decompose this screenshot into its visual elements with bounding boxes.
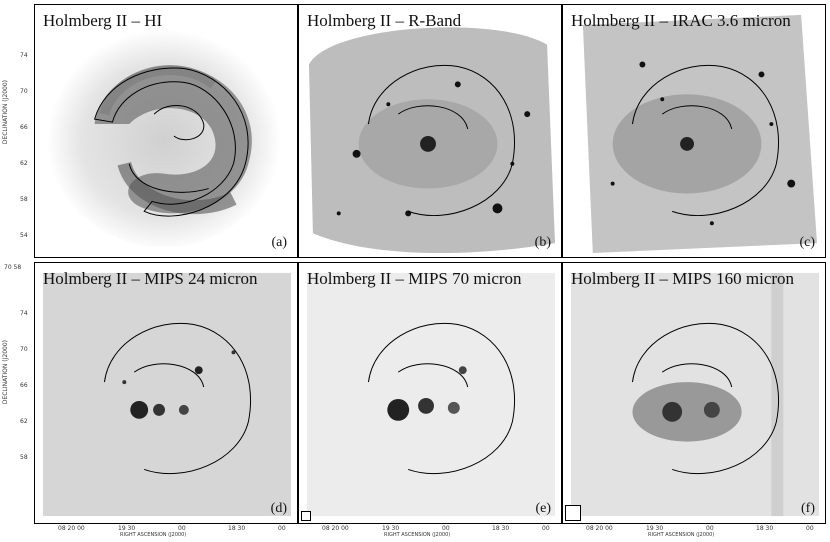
y-tick: 70 bbox=[20, 346, 28, 353]
x-tick: 00 bbox=[278, 525, 286, 532]
panel-hi: Holmberg II – HI (a) bbox=[34, 4, 298, 258]
panel-mips160: Holmberg II – MIPS 160 micron (f) bbox=[562, 262, 826, 524]
mips24-map bbox=[35, 263, 297, 523]
beam-marker bbox=[565, 505, 581, 521]
panel-label: (a) bbox=[271, 235, 287, 250]
panel-label: (d) bbox=[270, 501, 287, 516]
y-tick: 70 bbox=[20, 88, 28, 95]
x-tick: 00 bbox=[542, 525, 550, 532]
x-tick: 19 30 bbox=[118, 525, 136, 532]
y-tick: 66 bbox=[20, 124, 28, 131]
panel-title: Holmberg II – MIPS 70 micron bbox=[307, 269, 522, 288]
y-tick: 62 bbox=[20, 160, 28, 167]
y-tick: 58 bbox=[20, 196, 28, 203]
x-tick: 08 20 00 bbox=[322, 525, 349, 532]
panel-label: (b) bbox=[534, 235, 551, 250]
x-axis-label: RIGHT ASCENSION (J2000) bbox=[384, 532, 451, 538]
x-tick: 18 30 bbox=[492, 525, 510, 532]
panel-label: (f) bbox=[801, 501, 815, 516]
y-tick: 58 bbox=[20, 454, 28, 461]
x-tick: 00 bbox=[178, 525, 186, 532]
y-axis-label-bottom: DECLINATION (J2000) bbox=[2, 340, 9, 405]
x-tick: 00 bbox=[706, 525, 714, 532]
mips70-map bbox=[299, 263, 561, 523]
y-tick: 66 bbox=[20, 382, 28, 389]
y-tick: 54 bbox=[20, 232, 28, 239]
x-tick: 19 30 bbox=[382, 525, 400, 532]
panel-title: Holmberg II – MIPS 24 micron bbox=[43, 269, 258, 288]
y-tick: 62 bbox=[20, 418, 28, 425]
x-tick: 00 bbox=[806, 525, 814, 532]
y-tick: 74 bbox=[20, 52, 28, 59]
x-tick: 00 bbox=[442, 525, 450, 532]
x-tick: 08 20 00 bbox=[586, 525, 613, 532]
hi-map bbox=[35, 5, 297, 257]
y-axis-label-top: DECLINATION (J2000) bbox=[2, 80, 9, 145]
beam-marker bbox=[301, 511, 311, 521]
x-tick: 18 30 bbox=[228, 525, 246, 532]
panel-mips24: Holmberg II – MIPS 24 micron (d) bbox=[34, 262, 298, 524]
panel-title: Holmberg II – IRAC 3.6 micron bbox=[571, 11, 791, 30]
rband-map bbox=[299, 5, 561, 257]
mips160-map bbox=[563, 263, 825, 523]
y-tick: 70 58 bbox=[4, 264, 22, 271]
x-tick: 19 30 bbox=[646, 525, 664, 532]
panel-title: Holmberg II – R-Band bbox=[307, 11, 462, 30]
x-axis-label: RIGHT ASCENSION (J2000) bbox=[648, 532, 715, 538]
panel-title: Holmberg II – MIPS 160 micron bbox=[571, 269, 795, 288]
irac-map bbox=[563, 5, 825, 257]
panel-irac: Holmberg II – IRAC 3.6 micron (c) bbox=[562, 4, 826, 258]
x-tick: 08 20 00 bbox=[58, 525, 85, 532]
panel-label: (e) bbox=[535, 501, 551, 516]
panel-mips70: Holmberg II – MIPS 70 micron (e) bbox=[298, 262, 562, 524]
panel-title: Holmberg II – HI bbox=[43, 11, 163, 30]
panel-label: (c) bbox=[799, 235, 815, 250]
x-axis-label: RIGHT ASCENSION (J2000) bbox=[120, 532, 187, 538]
x-tick: 18 30 bbox=[756, 525, 774, 532]
panel-rband: Holmberg II – R-Band (b) bbox=[298, 4, 562, 258]
y-tick: 74 bbox=[20, 310, 28, 317]
